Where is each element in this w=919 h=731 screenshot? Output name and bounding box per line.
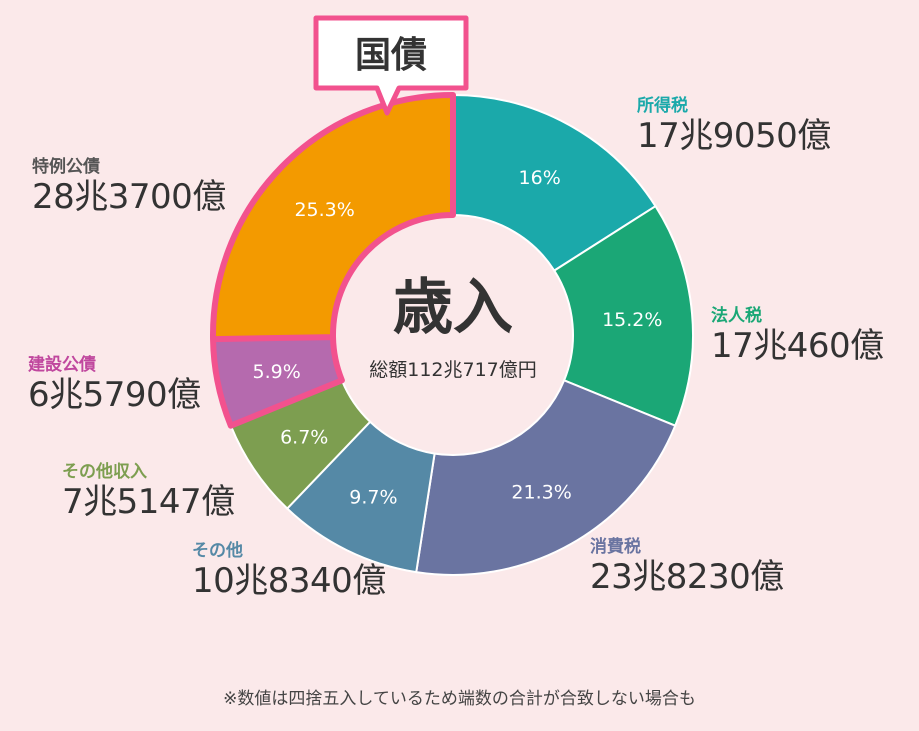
category-amount: 10兆8340億 — [192, 561, 386, 601]
percent-label-5: 6.7% — [280, 426, 328, 448]
slice-3 — [415, 379, 677, 576]
category-label-2: 法人税 17兆460億 — [711, 306, 884, 366]
category-name: その他収入 — [62, 462, 147, 482]
category-amount: 17兆460億 — [711, 326, 884, 366]
percent-label-7: 25.3% — [294, 199, 354, 221]
center-subtitle: 総額112兆717億円 — [369, 359, 537, 381]
category-amount: 28兆3700億 — [32, 177, 226, 217]
percent-labels: 16% 15.2% 21.3% 9.7% 6.7% 5.9% 25.3% — [253, 167, 663, 508]
category-name: 消費税 — [590, 537, 641, 557]
percent-label-4: 9.7% — [349, 486, 397, 508]
category-name: その他 — [192, 541, 243, 561]
percent-label-2: 15.2% — [602, 309, 662, 331]
category-name: 所得税 — [637, 96, 688, 116]
center-title: 歳入 — [393, 273, 513, 343]
percent-label-1: 16% — [519, 167, 561, 189]
slice-2 — [552, 204, 694, 428]
category-amount: 6兆5790億 — [28, 375, 201, 415]
category-label-4: その他 10兆8340億 — [192, 541, 386, 601]
slice-1 — [452, 93, 657, 272]
category-amount: 23兆8230億 — [590, 557, 784, 597]
category-amount: 17兆9050億 — [637, 116, 831, 156]
category-label-7: 特例公債 28兆3700億 — [32, 157, 226, 217]
category-label-3: 消費税 23兆8230億 — [590, 537, 784, 597]
slices-layer — [212, 93, 694, 576]
category-label-5: その他収入 7兆5147億 — [62, 462, 235, 522]
category-label-6: 建設公債 6兆5790億 — [28, 355, 201, 415]
bond-highlight-outline — [210, 92, 456, 429]
category-name: 特例公債 — [32, 157, 100, 177]
category-name: 建設公債 — [28, 355, 96, 375]
bond-callout: 国債 — [313, 15, 469, 116]
footnote: ※数値は四捨五入しているため端数の合計が合致しない場合も — [223, 689, 696, 709]
category-name: 法人税 — [711, 306, 762, 326]
percent-label-6: 5.9% — [253, 361, 301, 383]
percent-label-3: 21.3% — [511, 482, 571, 504]
category-amount: 7兆5147億 — [62, 482, 235, 522]
callout-label: 国債 — [355, 35, 427, 76]
callout-box — [313, 15, 469, 116]
category-label-1: 所得税 17兆9050億 — [637, 96, 831, 156]
